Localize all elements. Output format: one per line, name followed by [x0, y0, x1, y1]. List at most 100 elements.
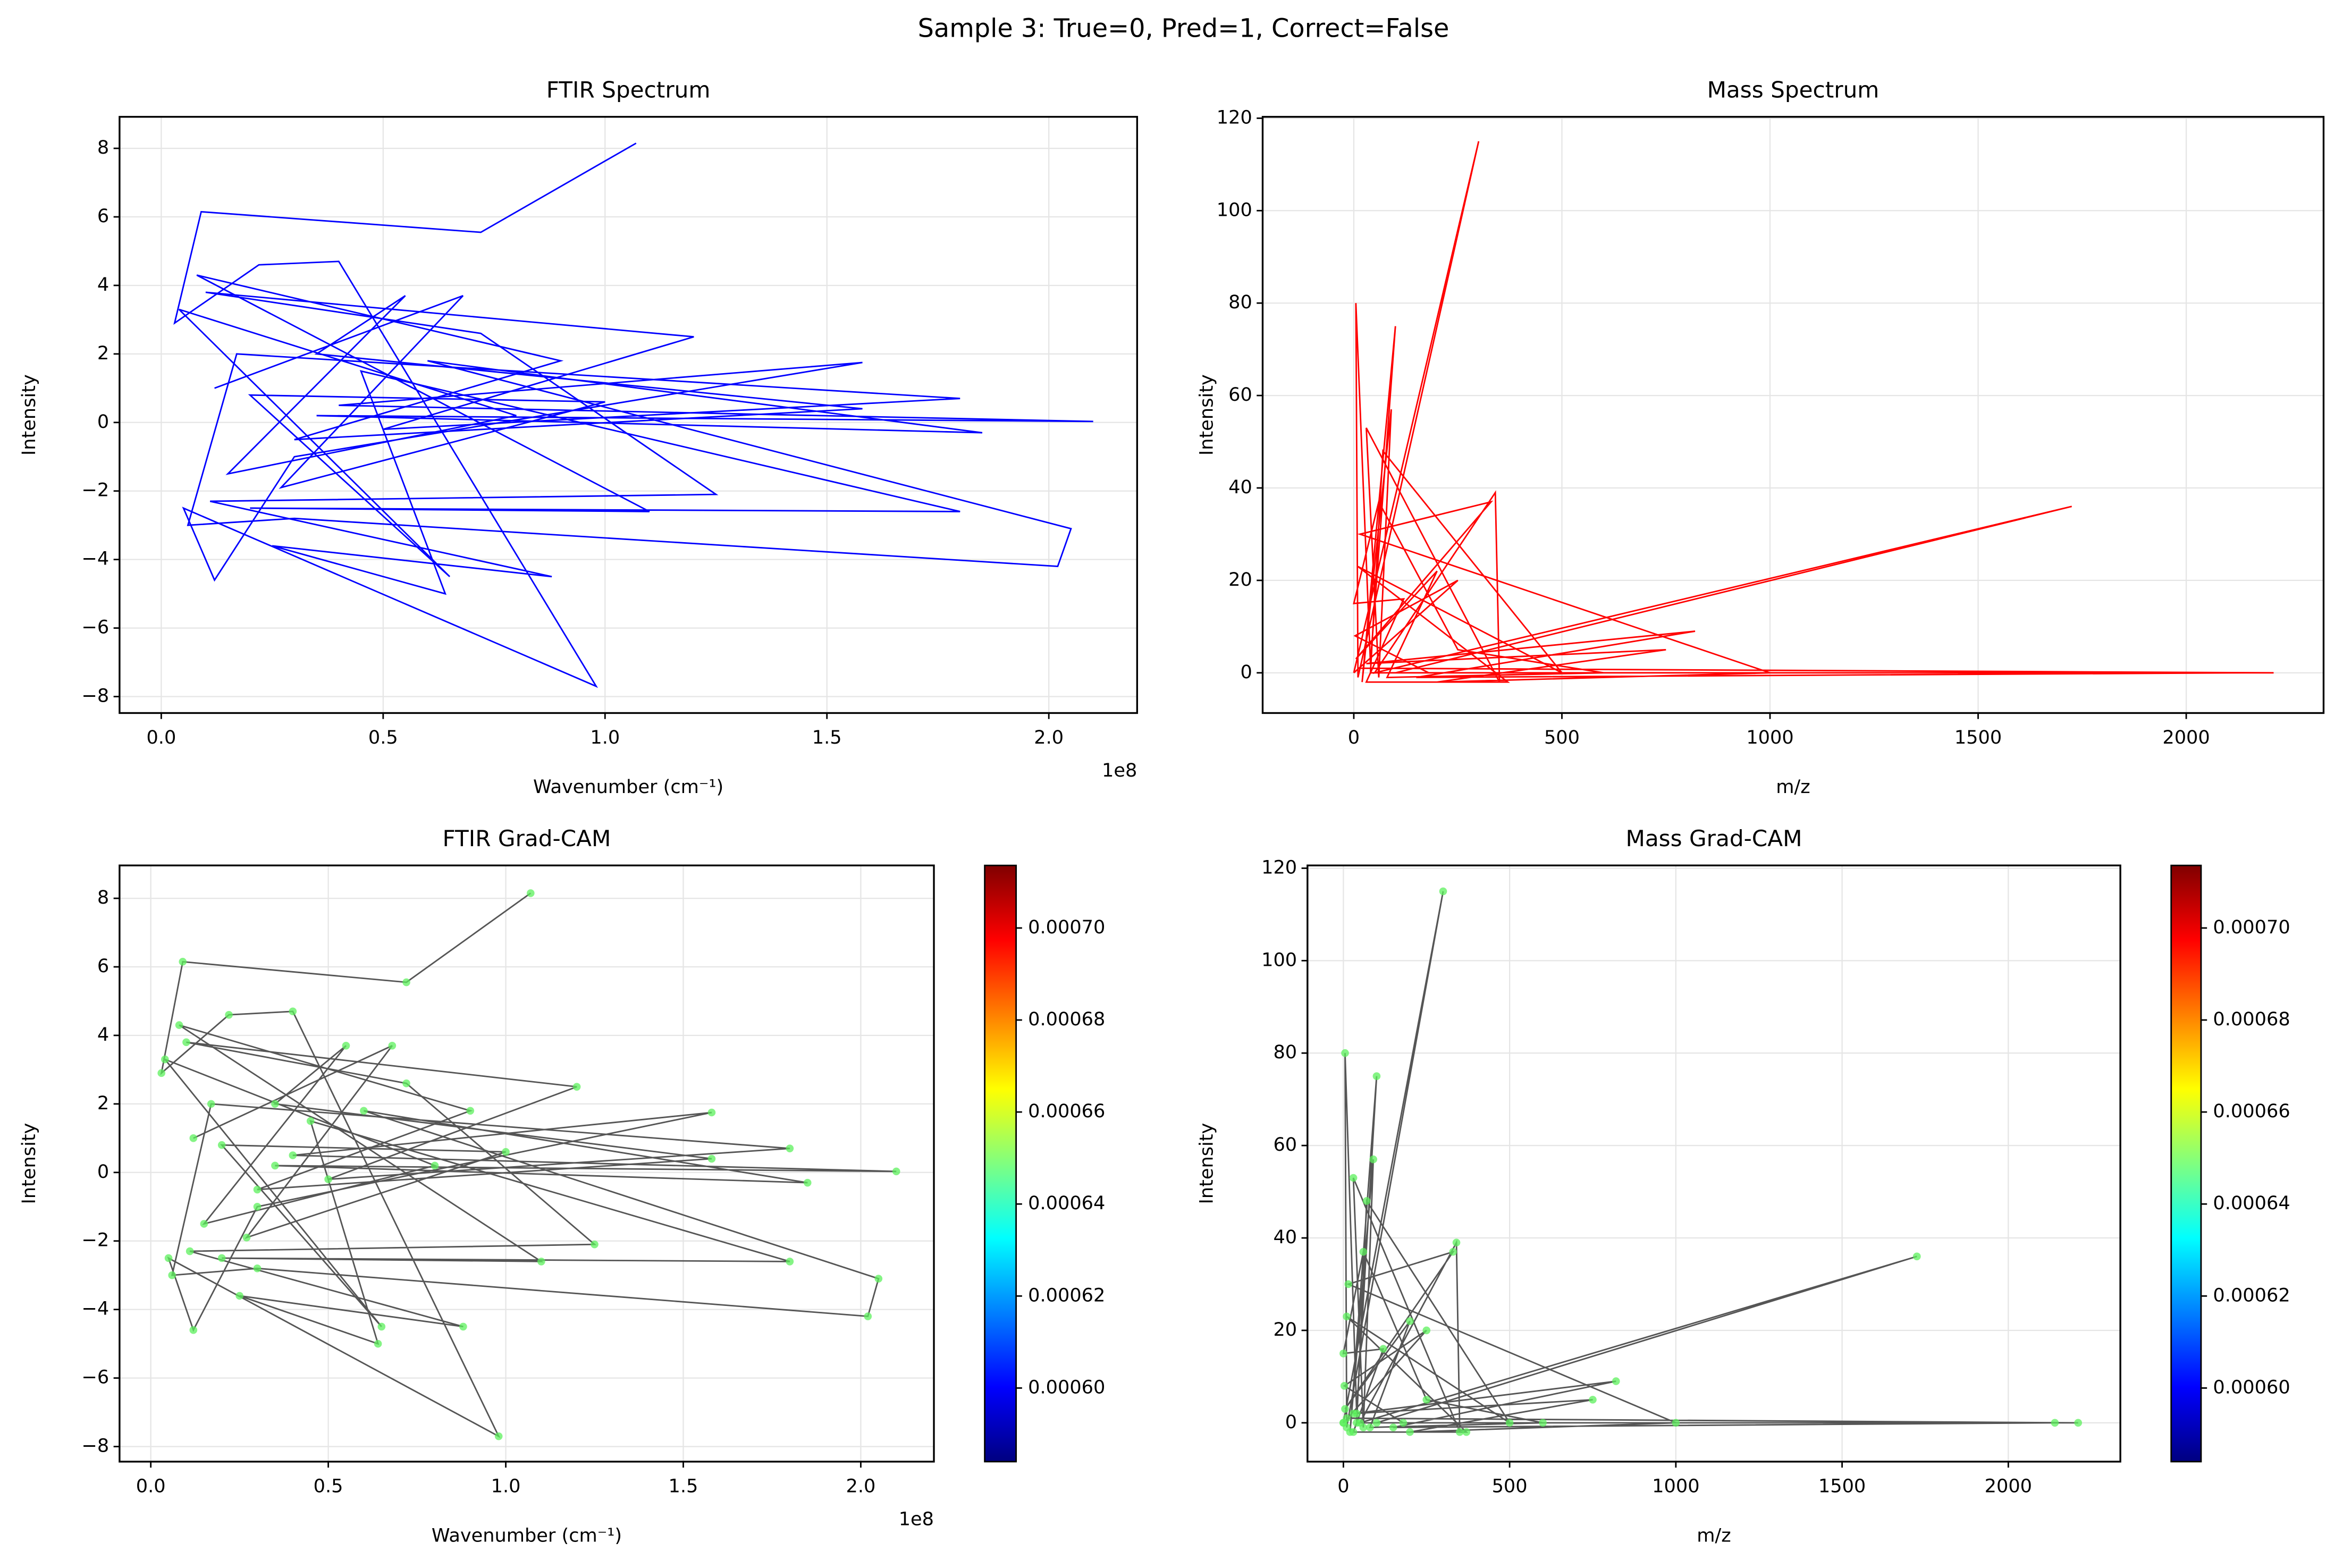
data-point — [1343, 1312, 1351, 1321]
y-tick-label: 4 — [97, 274, 109, 296]
data-point — [168, 1271, 176, 1279]
x-tick-label: 1000 — [1652, 1476, 1699, 1497]
axes-frame — [119, 864, 935, 1463]
data-point — [526, 889, 535, 897]
data-point — [1913, 1252, 1921, 1261]
axes-title: Mass Spectrum — [1707, 77, 1880, 103]
x-tick-label: 1500 — [1818, 1476, 1866, 1497]
y-tick-label: 4 — [97, 1024, 109, 1046]
data-point — [1399, 1419, 1408, 1427]
data-point — [217, 1254, 226, 1262]
data-point — [235, 1292, 243, 1300]
data-point — [225, 1010, 233, 1019]
y-tick-label: 20 — [1228, 569, 1252, 591]
data-point — [786, 1258, 794, 1266]
data-point — [1339, 1350, 1347, 1358]
data-point — [1341, 1405, 1349, 1413]
figure-title: Sample 3: True=0, Pred=1, Correct=False — [918, 14, 1449, 44]
data-point — [892, 1167, 900, 1176]
x-axis-label: m/z — [1776, 776, 1810, 798]
x-tick-label: 2000 — [1985, 1476, 2032, 1497]
data-point — [1372, 1072, 1381, 1081]
data-point — [1389, 1423, 1397, 1431]
colorbar — [984, 864, 1017, 1463]
y-tick-label: −8 — [81, 1435, 109, 1457]
data-point — [157, 1069, 166, 1077]
data-point — [242, 1233, 251, 1242]
x-axis-label: Wavenumber (cm⁻¹) — [432, 1524, 622, 1546]
x-tick-label: 0 — [1348, 727, 1360, 748]
y-tick-label: −4 — [81, 1298, 109, 1320]
data-point — [1372, 1419, 1381, 1427]
data-point — [572, 1083, 581, 1091]
data-point — [342, 1041, 350, 1050]
x-offset-label: 1e8 — [1102, 760, 1137, 781]
y-tick-label: −2 — [81, 1229, 109, 1251]
y-tick-label: 2 — [97, 1092, 109, 1114]
data-point — [1379, 1345, 1387, 1353]
data-point — [1344, 1280, 1353, 1288]
colorbar-tick-label: 0.00062 — [1028, 1284, 1105, 1306]
data-point — [1362, 1197, 1371, 1205]
y-tick-label: 20 — [1273, 1319, 1297, 1341]
y-tick-label: 0 — [1240, 661, 1252, 683]
data-point — [186, 1247, 194, 1255]
data-line — [173, 142, 1093, 688]
y-tick-label: 80 — [1228, 291, 1252, 313]
axes-title: Mass Grad-CAM — [1625, 825, 1802, 852]
data-point — [707, 1108, 716, 1117]
y-tick-label: 2 — [97, 342, 109, 364]
y-tick-label: 100 — [1217, 199, 1252, 221]
colorbar-tick-label: 0.00066 — [1028, 1100, 1105, 1122]
data-line — [160, 892, 897, 1438]
data-point — [1439, 887, 1447, 896]
x-axis-label: m/z — [1697, 1524, 1731, 1546]
x-tick-label: 2.0 — [846, 1476, 875, 1497]
data-point — [2051, 1419, 2059, 1427]
data-point — [182, 1038, 190, 1047]
data-point — [1449, 1247, 1457, 1256]
data-point — [189, 1134, 198, 1142]
data-point — [1612, 1377, 1620, 1385]
y-tick-label: 60 — [1228, 384, 1252, 406]
axes-title: FTIR Spectrum — [546, 77, 711, 103]
y-tick-label: 40 — [1273, 1226, 1297, 1248]
x-tick-label: 1500 — [1954, 727, 2002, 748]
data-point — [459, 1322, 467, 1331]
axes-title: FTIR Grad-CAM — [443, 825, 611, 852]
data-point — [200, 1220, 208, 1228]
colorbar-tick-label: 0.00070 — [2213, 916, 2290, 938]
data-point — [1349, 1428, 1358, 1436]
data-point — [1406, 1428, 1414, 1436]
colorbar-tick-label: 0.00062 — [2213, 1284, 2290, 1306]
data-point — [388, 1041, 397, 1050]
y-tick-label: 0 — [1285, 1411, 1297, 1433]
y-tick-label: −6 — [81, 617, 109, 638]
x-tick-label: 2000 — [2162, 727, 2210, 748]
y-axis-label: Intensity — [1195, 1123, 1217, 1204]
data-point — [289, 1007, 297, 1016]
y-tick-label: 80 — [1273, 1041, 1297, 1063]
y-tick-label: 6 — [97, 955, 109, 977]
data-point — [179, 958, 187, 966]
data-point — [360, 1107, 368, 1115]
data-point — [1589, 1396, 1597, 1404]
data-line — [1342, 891, 2078, 1433]
data-point — [466, 1107, 475, 1115]
data-point — [786, 1144, 794, 1152]
data-point — [1339, 1419, 1347, 1427]
y-axis-label: Intensity — [18, 1123, 40, 1204]
data-point — [324, 1175, 332, 1184]
colorbar-tick-label: 0.00060 — [2213, 1376, 2290, 1398]
y-tick-label: −2 — [81, 479, 109, 501]
data-point — [189, 1326, 198, 1334]
data-point — [1455, 1428, 1464, 1436]
x-tick-label: 1.0 — [491, 1476, 521, 1497]
x-tick-label: 0 — [1337, 1476, 1349, 1497]
colorbar-tick-label: 0.00068 — [2213, 1008, 2290, 1030]
colorbar-tick-label: 0.00064 — [2213, 1192, 2290, 1214]
y-tick-label: 8 — [97, 887, 109, 908]
data-point — [1406, 1317, 1414, 1325]
